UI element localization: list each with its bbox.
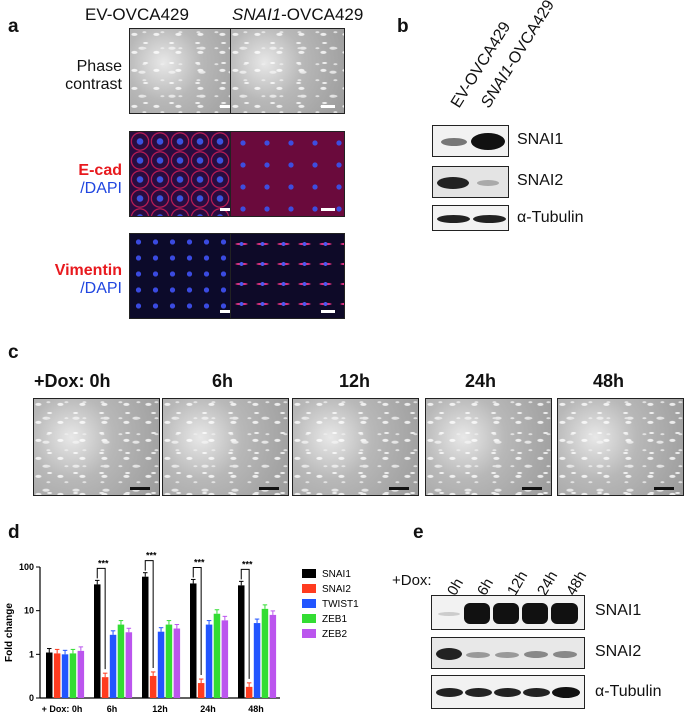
significance-bracket (240, 568, 250, 679)
dox-12h-image (292, 398, 419, 496)
blot-e-snai1 (431, 595, 585, 630)
bar-twist1-24h (205, 624, 213, 698)
significance-marker: *** (242, 559, 253, 569)
legend-swatch-twist1 (302, 599, 316, 608)
col-snai1-title: SNAI1-OVCA429 (232, 5, 364, 24)
phase-snai1-image (230, 28, 345, 114)
x-tick-label: 6h (107, 704, 118, 714)
bar-twist1-0h (61, 654, 69, 698)
x-tick-label: 12h (152, 704, 168, 714)
bar-zeb2-0h (77, 650, 85, 698)
bar-twist1-48h (253, 623, 261, 698)
significance-marker: *** (98, 558, 109, 568)
bar-snai2-0h (53, 653, 61, 698)
row-vimentin-label: Vimentin /DAPI (54, 262, 122, 297)
bar-snai2-24h (197, 683, 205, 698)
blot-b-snai2 (432, 166, 509, 198)
legend-swatch-snai1 (302, 569, 316, 578)
dox-prefix-e: +Dox: (392, 572, 432, 589)
significance-marker: *** (194, 557, 205, 567)
lane-e-12h: 12h (504, 568, 532, 599)
time-c-6h: 6h (212, 371, 234, 391)
blot-b-tubulin (432, 205, 509, 231)
row-e-snai1: SNAI1 (595, 602, 642, 619)
y-axis-label: Fold change (4, 603, 15, 662)
legend-swatch-snai2 (302, 584, 316, 593)
y-tick-label: 10 (24, 606, 34, 616)
bar-snai2-12h (149, 675, 157, 698)
significance-bracket (192, 566, 202, 676)
row-e-snai2: SNAI2 (595, 643, 642, 660)
time-c-48h: 48h (593, 371, 625, 391)
blot-b-snai1 (432, 125, 509, 157)
panel-e-label: e (413, 522, 424, 543)
bar-snai1-0h (46, 652, 53, 698)
bar-zeb2-12h (173, 628, 181, 698)
bar-twist1-12h (157, 631, 165, 698)
vimentin-snai1-image (230, 233, 345, 319)
bar-snai1-12h (142, 576, 149, 698)
bar-snai1-6h (94, 584, 101, 698)
dox-0h-image (33, 398, 160, 496)
row-b-snai1: SNAI1 (517, 131, 564, 148)
legend-label-snai1: SNAI1 (322, 569, 351, 580)
panel-d-label: d (8, 522, 20, 543)
legend-label-twist1: TWIST1 (322, 599, 359, 610)
legend-label-zeb2: ZEB2 (322, 629, 347, 640)
legend-swatch-zeb2 (302, 629, 316, 638)
bar-snai2-6h (101, 677, 109, 698)
col-ev-title: EV-OVCA429 (85, 5, 189, 24)
time-c-24h: 24h (465, 371, 497, 391)
bar-snai2-48h (245, 686, 253, 698)
bar-zeb1-12h (165, 624, 173, 698)
significance-bracket (144, 560, 154, 668)
row-phase-label: Phase contrast (65, 58, 122, 93)
ecad-ev-image (129, 131, 244, 217)
lane-e-48h: 48h (563, 568, 591, 599)
x-tick-label: 48h (248, 704, 264, 714)
y-tick-label: 100 (19, 562, 34, 572)
row-ecad-label: E-cad /DAPI (78, 162, 122, 197)
x-tick-label: 24h (200, 704, 216, 714)
row-b-snai2: SNAI2 (517, 172, 564, 189)
ecad-snai1-image (230, 131, 345, 217)
bar-zeb1-6h (117, 624, 125, 698)
dox-6h-image (162, 398, 289, 496)
bar-zeb2-6h (125, 632, 133, 698)
dox-48h-image (557, 398, 684, 496)
bar-snai1-48h (238, 585, 245, 698)
x-tick-label: + Dox: 0h (42, 704, 83, 714)
panel-c-label: c (8, 342, 19, 363)
significance-marker: *** (146, 551, 157, 561)
blot-e-tubulin (431, 675, 585, 709)
phase-ev-image (129, 28, 244, 114)
lane-e-24h: 24h (534, 568, 562, 599)
row-e-tubulin: α-Tubulin (595, 683, 662, 700)
dox-24h-image (425, 398, 552, 496)
significance-bracket (96, 567, 106, 670)
y-tick-label: 0 (29, 693, 34, 703)
legend-label-zeb1: ZEB1 (322, 614, 347, 625)
bar-snai1-24h (190, 583, 197, 698)
panel-a-label: a (8, 16, 19, 37)
time-c-12h: 12h (339, 371, 371, 391)
y-tick-label: 1 (29, 649, 34, 659)
row-b-tubulin: α-Tubulin (517, 209, 584, 226)
blot-e-snai2 (431, 637, 585, 669)
bar-zeb2-48h (269, 614, 277, 698)
bar-zeb1-48h (261, 608, 269, 698)
bar-zeb1-0h (69, 653, 77, 698)
legend-label-snai2: SNAI2 (322, 584, 351, 595)
bar-zeb1-24h (213, 613, 221, 698)
legend-swatch-zeb1 (302, 614, 316, 623)
bar-twist1-6h (109, 634, 117, 698)
panel-b-label: b (397, 16, 409, 37)
bar-zeb2-24h (221, 620, 229, 698)
time-c-0h: +Dox: 0h (34, 371, 111, 391)
vimentin-ev-image (129, 233, 244, 319)
